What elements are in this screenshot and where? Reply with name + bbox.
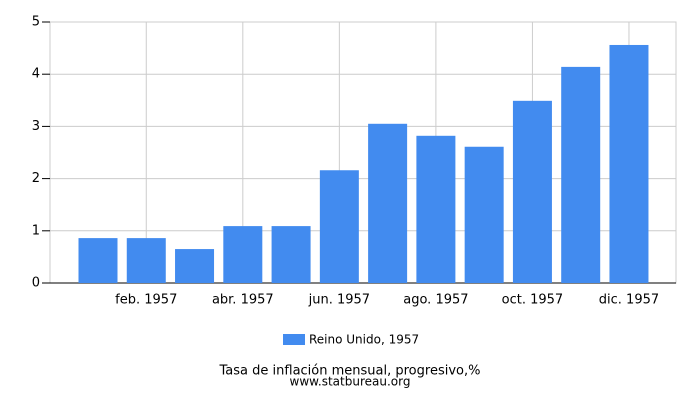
x-tick-label: feb. 1957 <box>115 293 177 308</box>
bar <box>126 238 166 283</box>
y-tick-label: 2 <box>32 171 40 186</box>
y-tick-label: 1 <box>32 223 40 238</box>
y-tick-label: 0 <box>32 276 40 291</box>
legend-label: Reino Unido, 1957 <box>309 333 419 347</box>
y-tick-label: 4 <box>32 67 40 82</box>
bar <box>271 226 311 283</box>
bar <box>609 44 649 283</box>
y-tick-label: 5 <box>32 15 40 30</box>
bar <box>319 170 359 283</box>
bar <box>416 135 456 283</box>
bar <box>561 66 601 283</box>
bar <box>175 249 215 283</box>
legend-swatch <box>283 334 305 345</box>
bar <box>78 238 118 283</box>
bar <box>512 100 552 284</box>
x-tick-label: oct. 1957 <box>502 293 564 308</box>
bar <box>464 146 504 283</box>
bar <box>368 123 408 283</box>
bar <box>223 226 263 283</box>
x-tick-label: ago. 1957 <box>403 293 468 308</box>
x-tick-label: abr. 1957 <box>212 293 274 308</box>
y-tick-label: 3 <box>32 119 40 134</box>
x-tick-label: dic. 1957 <box>599 293 659 308</box>
footer-source: www.statbureau.org <box>290 375 411 389</box>
footer-title: Tasa de inflación mensual, progresivo,% <box>219 364 481 379</box>
x-tick-label: jun. 1957 <box>308 293 370 308</box>
